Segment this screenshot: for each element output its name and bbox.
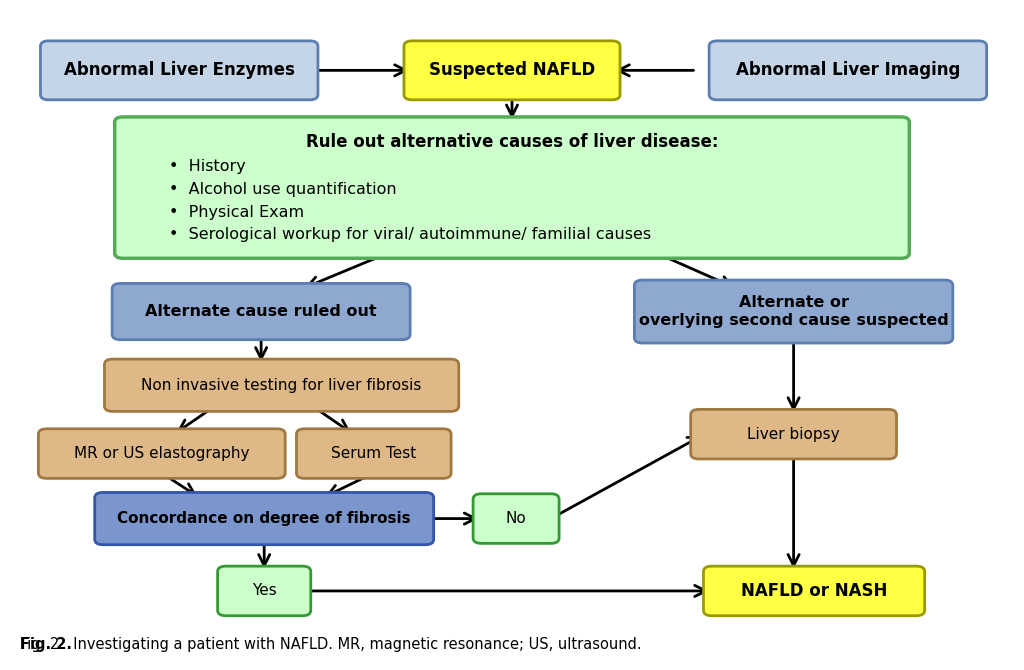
Text: MR or US elastography: MR or US elastography [74, 446, 250, 461]
FancyBboxPatch shape [104, 359, 459, 411]
Text: Rule out alternative causes of liver disease:: Rule out alternative causes of liver dis… [306, 133, 718, 151]
FancyBboxPatch shape [635, 280, 953, 343]
Text: Yes: Yes [252, 584, 276, 598]
Text: •  Physical Exam: • Physical Exam [169, 204, 304, 220]
FancyBboxPatch shape [217, 566, 311, 616]
Text: Alternate or
overlying second cause suspected: Alternate or overlying second cause susp… [639, 295, 948, 328]
Text: Serum Test: Serum Test [331, 446, 417, 461]
Text: Fig. 2.: Fig. 2. [20, 637, 73, 652]
FancyBboxPatch shape [39, 429, 285, 478]
FancyBboxPatch shape [690, 409, 897, 459]
Text: NAFLD or NASH: NAFLD or NASH [741, 582, 887, 600]
Text: Concordance on degree of fibrosis: Concordance on degree of fibrosis [118, 511, 411, 526]
Text: Alternate cause ruled out: Alternate cause ruled out [145, 304, 377, 319]
Text: Suspected NAFLD: Suspected NAFLD [429, 62, 595, 79]
FancyBboxPatch shape [703, 566, 925, 616]
FancyBboxPatch shape [473, 494, 559, 543]
FancyBboxPatch shape [94, 492, 434, 545]
Text: •  Serological workup for viral/ autoimmune/ familial causes: • Serological workup for viral/ autoimmu… [169, 227, 651, 243]
Text: •  History: • History [169, 159, 246, 174]
FancyBboxPatch shape [709, 41, 986, 100]
FancyBboxPatch shape [403, 41, 620, 100]
Text: Fig. 2.  Investigating a patient with NAFLD. MR, magnetic resonance; US, ultraso: Fig. 2. Investigating a patient with NAF… [20, 637, 642, 652]
Text: •  Alcohol use quantification: • Alcohol use quantification [169, 182, 396, 197]
Text: No: No [506, 511, 526, 526]
FancyBboxPatch shape [115, 117, 909, 259]
Text: Abnormal Liver Imaging: Abnormal Liver Imaging [735, 62, 961, 79]
Text: Abnormal Liver Enzymes: Abnormal Liver Enzymes [63, 62, 295, 79]
FancyBboxPatch shape [112, 283, 410, 340]
Text: Liver biopsy: Liver biopsy [748, 427, 840, 442]
Text: Non invasive testing for liver fibrosis: Non invasive testing for liver fibrosis [141, 378, 422, 393]
FancyBboxPatch shape [297, 429, 451, 478]
FancyBboxPatch shape [40, 41, 317, 100]
